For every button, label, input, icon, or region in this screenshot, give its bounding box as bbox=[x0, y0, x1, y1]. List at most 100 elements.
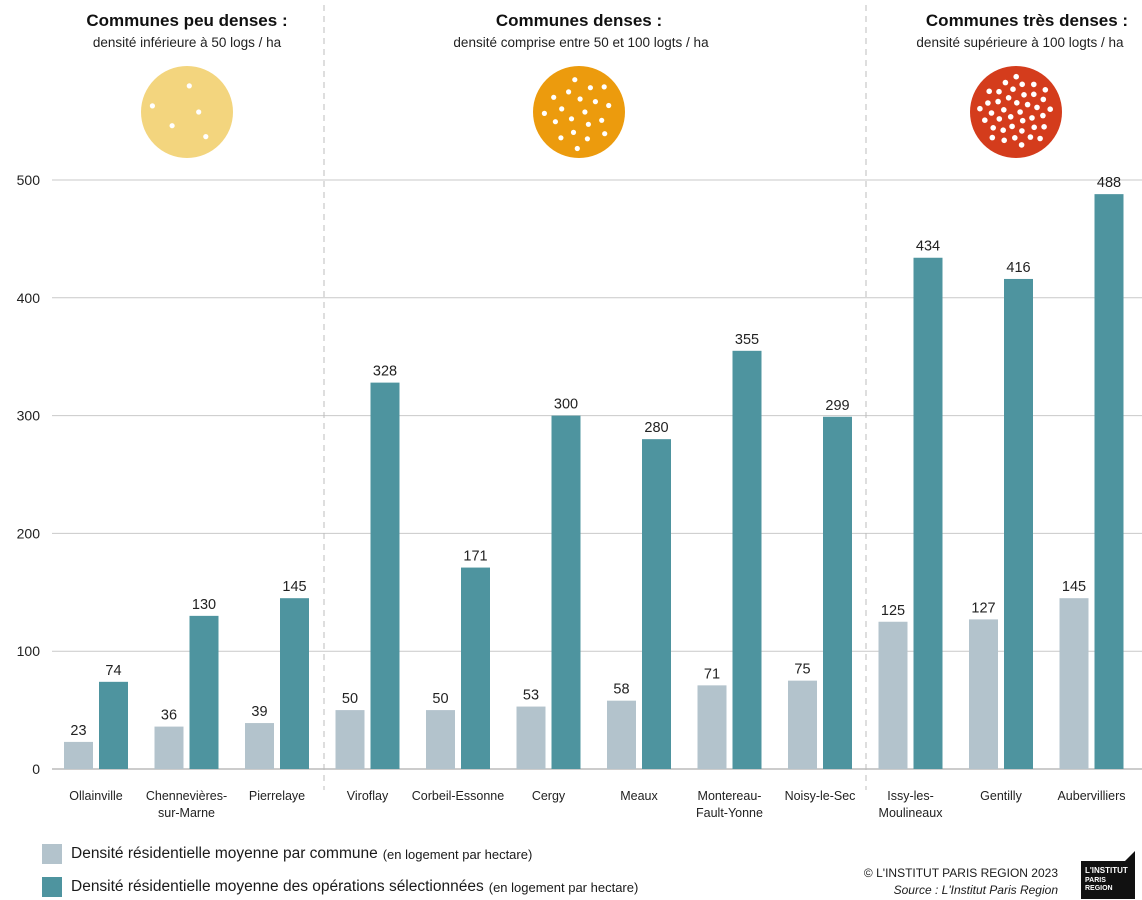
density-dot bbox=[1034, 104, 1040, 111]
density-dot bbox=[568, 116, 575, 122]
density-dot bbox=[1029, 115, 1035, 121]
category-labels: Ollainville Chennevières-sur-Marne Pierrel… bbox=[69, 789, 1125, 820]
density-dot bbox=[558, 135, 564, 141]
bar-commune bbox=[697, 685, 727, 769]
data-label-operations: 328 bbox=[373, 364, 397, 380]
category-label: Pierrelaye bbox=[249, 789, 305, 803]
data-label-commune: 50 bbox=[342, 691, 358, 707]
bar-commune bbox=[607, 700, 636, 769]
data-label-operations: 299 bbox=[825, 398, 849, 414]
density-dot bbox=[1010, 86, 1016, 92]
group-headers: Communes peu denses : densité inférieure … bbox=[86, 11, 1128, 158]
data-label-operations: 171 bbox=[463, 549, 487, 565]
bar-operations bbox=[913, 257, 943, 769]
density-dot bbox=[1031, 124, 1037, 131]
institut-logo: L'INSTITUT PARIS REGION bbox=[1081, 851, 1135, 899]
density-dot bbox=[1042, 87, 1049, 93]
bar-commune bbox=[969, 619, 998, 769]
density-dot bbox=[1017, 109, 1023, 115]
y-tick-label: 100 bbox=[17, 643, 41, 659]
density-dot bbox=[585, 121, 592, 127]
legend-swatch-operations bbox=[42, 877, 62, 897]
logo-line-2: PARIS bbox=[1085, 877, 1106, 884]
density-dot bbox=[985, 100, 991, 106]
bar-operations bbox=[1094, 194, 1124, 770]
density-dot bbox=[169, 123, 175, 129]
data-label-commune: 145 bbox=[1062, 579, 1086, 595]
density-dot bbox=[996, 116, 1003, 122]
bars: 23 74 36 130 39 145 50 328 50 171 53 300 58 280 71 355 7… bbox=[64, 175, 1124, 770]
density-dot bbox=[1009, 123, 1015, 130]
bar-operations bbox=[642, 439, 671, 769]
data-label-commune: 53 bbox=[523, 688, 539, 704]
data-label-commune: 58 bbox=[613, 682, 629, 698]
density-dot bbox=[990, 125, 996, 131]
group-separators bbox=[323, 5, 867, 790]
density-circle-2 bbox=[970, 66, 1062, 158]
density-dot bbox=[1040, 96, 1047, 103]
density-dot bbox=[559, 106, 565, 112]
category-label: Cergy bbox=[532, 789, 566, 803]
y-tick-label: 200 bbox=[17, 525, 41, 541]
density-dot bbox=[574, 145, 580, 152]
bar-operations bbox=[1004, 278, 1033, 769]
data-label-operations: 74 bbox=[105, 663, 121, 679]
bar-operations bbox=[461, 567, 490, 769]
data-label-commune: 39 bbox=[251, 704, 267, 720]
density-dot bbox=[577, 96, 583, 102]
data-label-operations: 300 bbox=[554, 397, 578, 413]
density-dot bbox=[203, 134, 209, 140]
density-dot bbox=[1041, 124, 1047, 130]
density-dot bbox=[601, 84, 607, 90]
gridlines: 0 100 200 300 400 500 bbox=[17, 172, 1142, 777]
category-label: Aubervilliers bbox=[1057, 789, 1125, 803]
density-dot bbox=[570, 129, 577, 135]
density-dot bbox=[1019, 128, 1025, 134]
category-label: Issy-les-Moulineaux bbox=[879, 789, 944, 820]
bar-operations bbox=[823, 416, 852, 769]
density-dot bbox=[995, 98, 1001, 105]
data-label-operations: 145 bbox=[282, 579, 306, 595]
density-dot bbox=[1019, 117, 1026, 124]
density-dot bbox=[606, 102, 612, 109]
density-dot bbox=[1005, 95, 1012, 101]
group-title: Communes très denses : bbox=[926, 11, 1128, 30]
density-dot bbox=[1014, 100, 1020, 106]
bar-commune bbox=[154, 726, 184, 769]
source: Source : L'Institut Paris Region bbox=[893, 883, 1058, 897]
density-dot bbox=[541, 110, 548, 116]
density-dot bbox=[566, 89, 572, 95]
data-label-commune: 36 bbox=[161, 708, 177, 724]
density-dot bbox=[1018, 142, 1025, 148]
density-dot bbox=[1031, 81, 1037, 88]
category-label: Gentilly bbox=[980, 789, 1022, 803]
category-label: Ollainville bbox=[69, 789, 123, 803]
density-dot bbox=[1019, 81, 1025, 88]
bar-commune bbox=[426, 710, 455, 769]
data-label-operations: 355 bbox=[735, 332, 759, 348]
y-tick-label: 500 bbox=[17, 172, 41, 188]
bar-operations bbox=[280, 598, 309, 769]
bar-operations bbox=[189, 615, 219, 769]
density-dot bbox=[582, 109, 588, 115]
density-dot bbox=[602, 131, 608, 137]
density-circle-1 bbox=[533, 66, 625, 158]
data-label-commune: 23 bbox=[70, 723, 86, 739]
bar-commune bbox=[1059, 598, 1089, 769]
density-dot bbox=[1000, 127, 1006, 133]
data-label-commune: 50 bbox=[432, 691, 448, 707]
data-label-commune: 125 bbox=[881, 603, 905, 619]
bar-commune bbox=[64, 741, 93, 769]
category-label: Chennevières-sur-Marne bbox=[146, 789, 227, 820]
category-label: Viroflay bbox=[347, 789, 389, 803]
density-dot bbox=[977, 105, 983, 112]
density-dot bbox=[988, 110, 995, 116]
data-label-commune: 75 bbox=[794, 662, 810, 678]
legend-label-commune: Densité résidentielle moyenne par commun… bbox=[71, 845, 378, 862]
legend-unit-commune: (en logement par hectare) bbox=[382, 846, 533, 862]
legend-unit-operations: (en logement par hectare) bbox=[488, 879, 639, 895]
density-dot bbox=[1027, 134, 1034, 140]
density-dot bbox=[552, 119, 559, 125]
density-dot bbox=[186, 83, 192, 89]
